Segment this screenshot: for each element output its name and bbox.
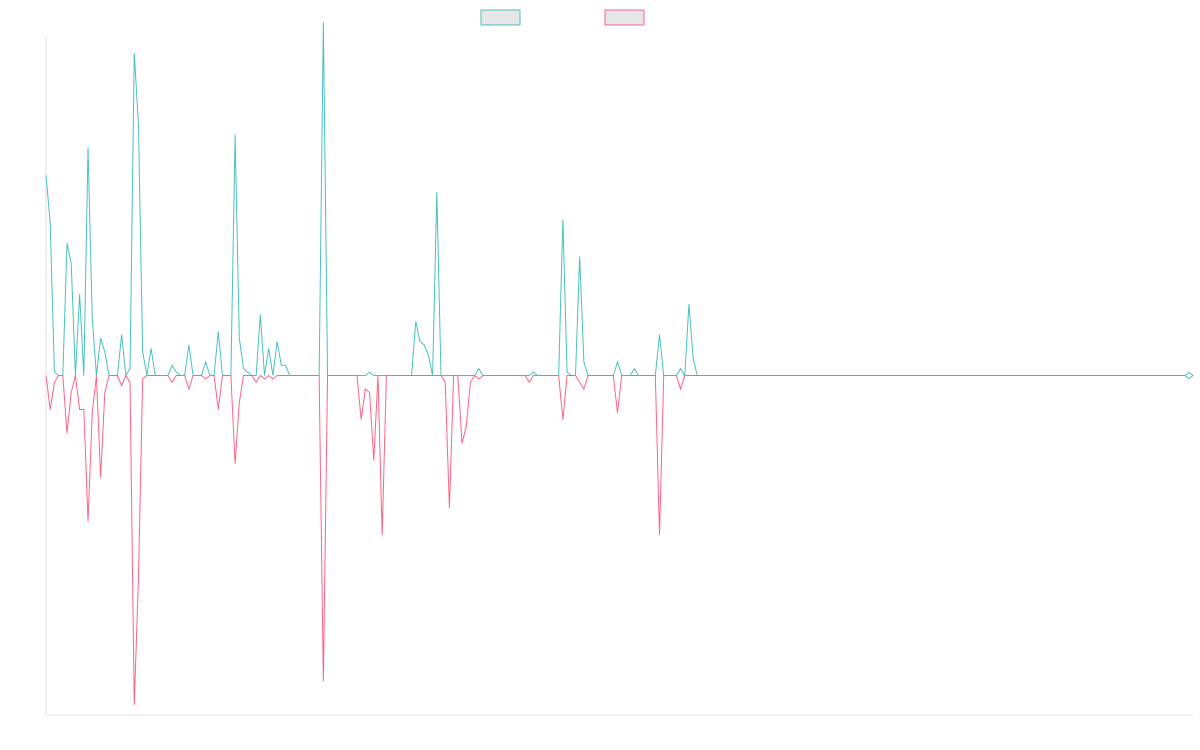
- legend: [480, 9, 645, 26]
- legend-swatch-1: [480, 9, 521, 26]
- legend-swatch-2: [604, 9, 645, 26]
- series-1: [45, 22, 1189, 378]
- series-line-2: [45, 374, 1189, 705]
- end-point-marker: [1184, 371, 1194, 380]
- series-line-1: [45, 22, 1189, 378]
- series-layer: [45, 22, 1194, 705]
- series-2: [45, 374, 1189, 705]
